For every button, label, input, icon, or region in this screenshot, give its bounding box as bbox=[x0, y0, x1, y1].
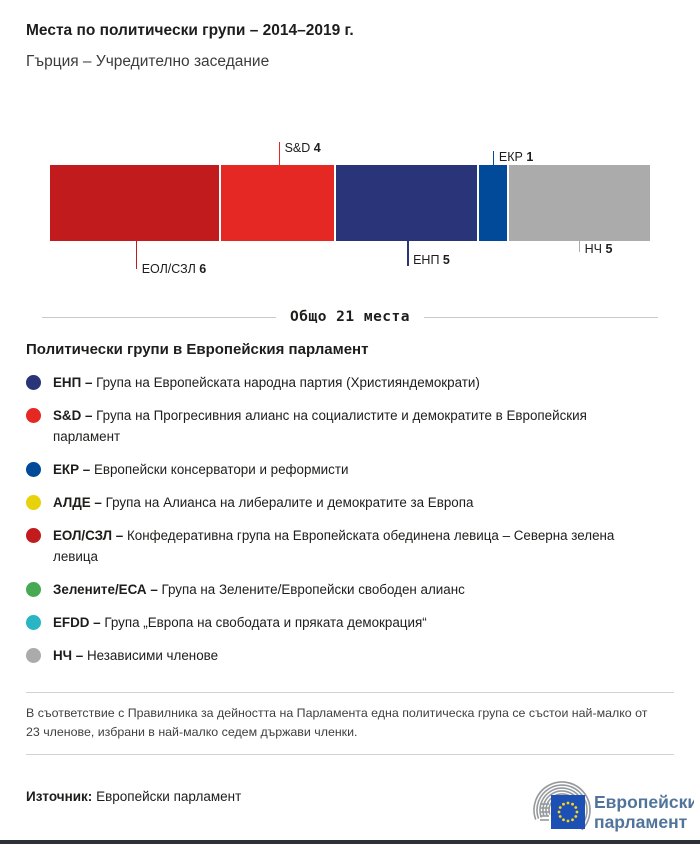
total-seats-label: Общо 21 места bbox=[290, 309, 410, 325]
legend-heading: Политически групи в Европейския парламен… bbox=[26, 341, 369, 358]
callout-tick-0 bbox=[135, 241, 138, 269]
legend-item-5: Зелените/ЕСА – Група на Зелените/Европей… bbox=[26, 579, 674, 600]
legend-item-text: АЛДЕ – Група на Алианса на либералите и … bbox=[53, 495, 474, 510]
bar-segment-1 bbox=[219, 165, 334, 241]
legend-item-0: ЕНП – Група на Европейската народна парт… bbox=[26, 372, 674, 393]
legend-item-3: АЛДЕ – Група на Алианса на либералите и … bbox=[26, 492, 674, 513]
divider-line-right bbox=[424, 316, 658, 318]
footnote-block: В съответствие с Правилника за дейността… bbox=[26, 692, 674, 756]
logo-text-line2: парламент bbox=[594, 812, 688, 832]
divider-line-left bbox=[42, 316, 276, 318]
legend-dot-icon bbox=[26, 648, 41, 663]
seats-bar bbox=[50, 165, 650, 241]
legend-item-text: ЕКР – Европейски консерватори и реформис… bbox=[53, 462, 349, 477]
legend-dot-icon bbox=[26, 582, 41, 597]
legend-dot-icon bbox=[26, 375, 41, 390]
infographic: Места по политически групи – 2014–2019 г… bbox=[0, 22, 700, 805]
legend-item-text: НЧ – Независими членове bbox=[53, 648, 219, 663]
european-parliament-logo: Европейски парламент bbox=[504, 778, 698, 839]
eu-stars bbox=[557, 801, 579, 823]
logo-text-line1: Европейски bbox=[594, 792, 694, 812]
legend-dot-icon bbox=[26, 528, 41, 543]
eu-flag-icon bbox=[551, 795, 585, 829]
legend-item-text: ЕОЛ/СЗЛ – Конфедеративна група на Европе… bbox=[53, 528, 615, 564]
total-divider: Общо 21 места bbox=[42, 309, 658, 325]
bar-segment-4 bbox=[507, 165, 650, 241]
legend-dot-icon bbox=[26, 408, 41, 423]
legend-item-2: ЕКР – Европейски консерватори и реформис… bbox=[26, 459, 674, 480]
callout-tick-2 bbox=[407, 241, 409, 266]
callout-label-3: ЕКР 1 bbox=[498, 150, 534, 164]
legend-item-text: S&D – Група на Прогресивния алианс на со… bbox=[53, 408, 587, 444]
source-label: Източник: bbox=[26, 789, 93, 805]
callout-tick-4 bbox=[578, 241, 581, 252]
legend-item-7: НЧ – Независими членове bbox=[26, 645, 674, 666]
chart-area: ЕОЛ/СЗЛ 6 S&D 4 ЕНП 5 ЕКР 1 НЧ 5 bbox=[26, 71, 674, 291]
legend-item-1: S&D – Група на Прогресивния алианс на со… bbox=[26, 405, 674, 447]
bottom-strip bbox=[0, 840, 700, 844]
page-title: Места по политически групи – 2014–2019 г… bbox=[26, 22, 354, 39]
source-row: Източник: Европейски парламент bbox=[26, 789, 674, 805]
source-text: Европейски парламент bbox=[96, 789, 242, 805]
legend-dot-icon bbox=[26, 462, 41, 477]
legend-item-text: Зелените/ЕСА – Група на Зелените/Европей… bbox=[53, 582, 465, 597]
legend-list: ЕНП – Група на Европейската народна парт… bbox=[26, 372, 674, 666]
legend-dot-icon bbox=[26, 495, 41, 510]
bar-segment-0 bbox=[50, 165, 220, 241]
legend-item-text: ЕНП – Група на Европейската народна парт… bbox=[53, 375, 480, 390]
bar-segment-2 bbox=[333, 165, 477, 241]
callout-label-1: S&D 4 bbox=[284, 141, 321, 155]
legend-item-6: EFDD – Група „Европа на свободата и пряк… bbox=[26, 612, 674, 633]
callout-label-4: НЧ 5 bbox=[584, 242, 613, 256]
callout-label-0: ЕОЛ/СЗЛ 6 bbox=[141, 262, 207, 276]
footnote-text: В съответствие с Правилника за дейността… bbox=[26, 706, 648, 740]
bar-segment-3 bbox=[476, 165, 508, 241]
hemicycle-icon: Европейски парламент bbox=[533, 781, 698, 832]
page-subtitle: Гърция – Учредително заседание bbox=[26, 53, 270, 70]
callout-label-2: ЕНП 5 bbox=[413, 253, 450, 267]
legend-dot-icon bbox=[26, 615, 41, 630]
legend-item-4: ЕОЛ/СЗЛ – Конфедеративна група на Европе… bbox=[26, 525, 674, 567]
callout-tick-1 bbox=[278, 142, 281, 165]
callout-tick-3 bbox=[492, 151, 495, 165]
legend-item-text: EFDD – Група „Европа на свободата и пряк… bbox=[53, 615, 427, 630]
